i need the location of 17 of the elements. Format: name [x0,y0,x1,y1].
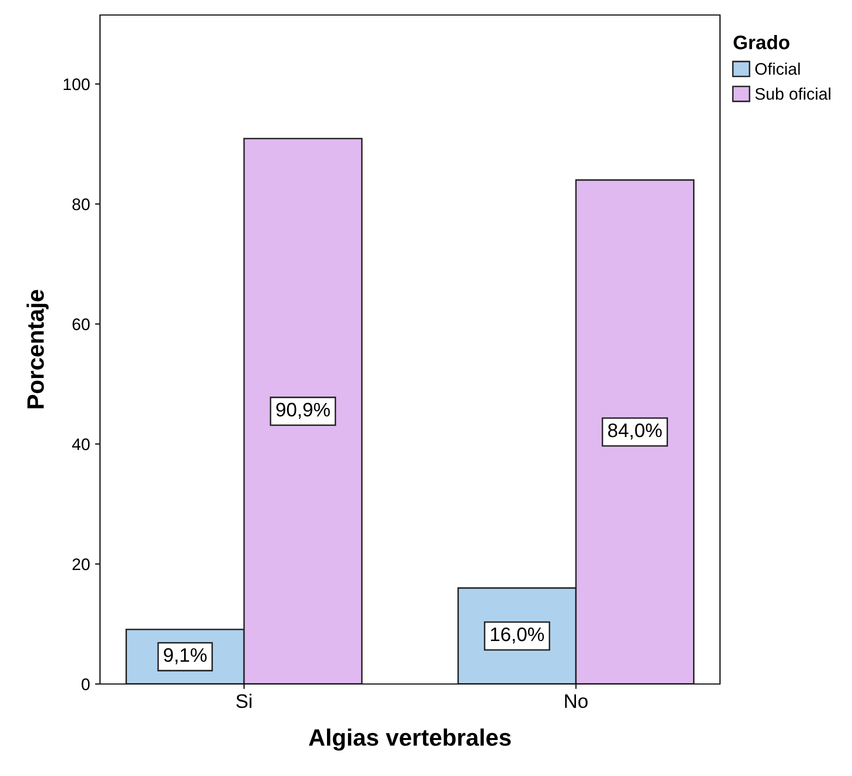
legend-label: Oficial [755,62,800,75]
x-axis-title: Algias vertebrales [308,728,511,751]
legend-title: Grado [734,35,790,50]
y-tick-label: 40 [72,438,90,450]
y-tick-label: 20 [72,558,90,570]
y-tick-label: 60 [72,318,90,330]
x-tick-label: Si [236,694,252,708]
x-tick-label: No [565,694,588,708]
y-tick-label: 80 [72,198,90,210]
y-tick-label: 100 [64,78,90,90]
legend-label: Sub oficial [755,88,830,100]
data-label: 16,0% [490,627,544,644]
data-label: 90,9% [276,402,330,419]
data-label: 9,1% [164,648,207,664]
y-tick-label: 0 [82,678,90,690]
y-axis-title: Porcentaje [26,290,49,408]
data-label: 84,0% [608,423,662,440]
